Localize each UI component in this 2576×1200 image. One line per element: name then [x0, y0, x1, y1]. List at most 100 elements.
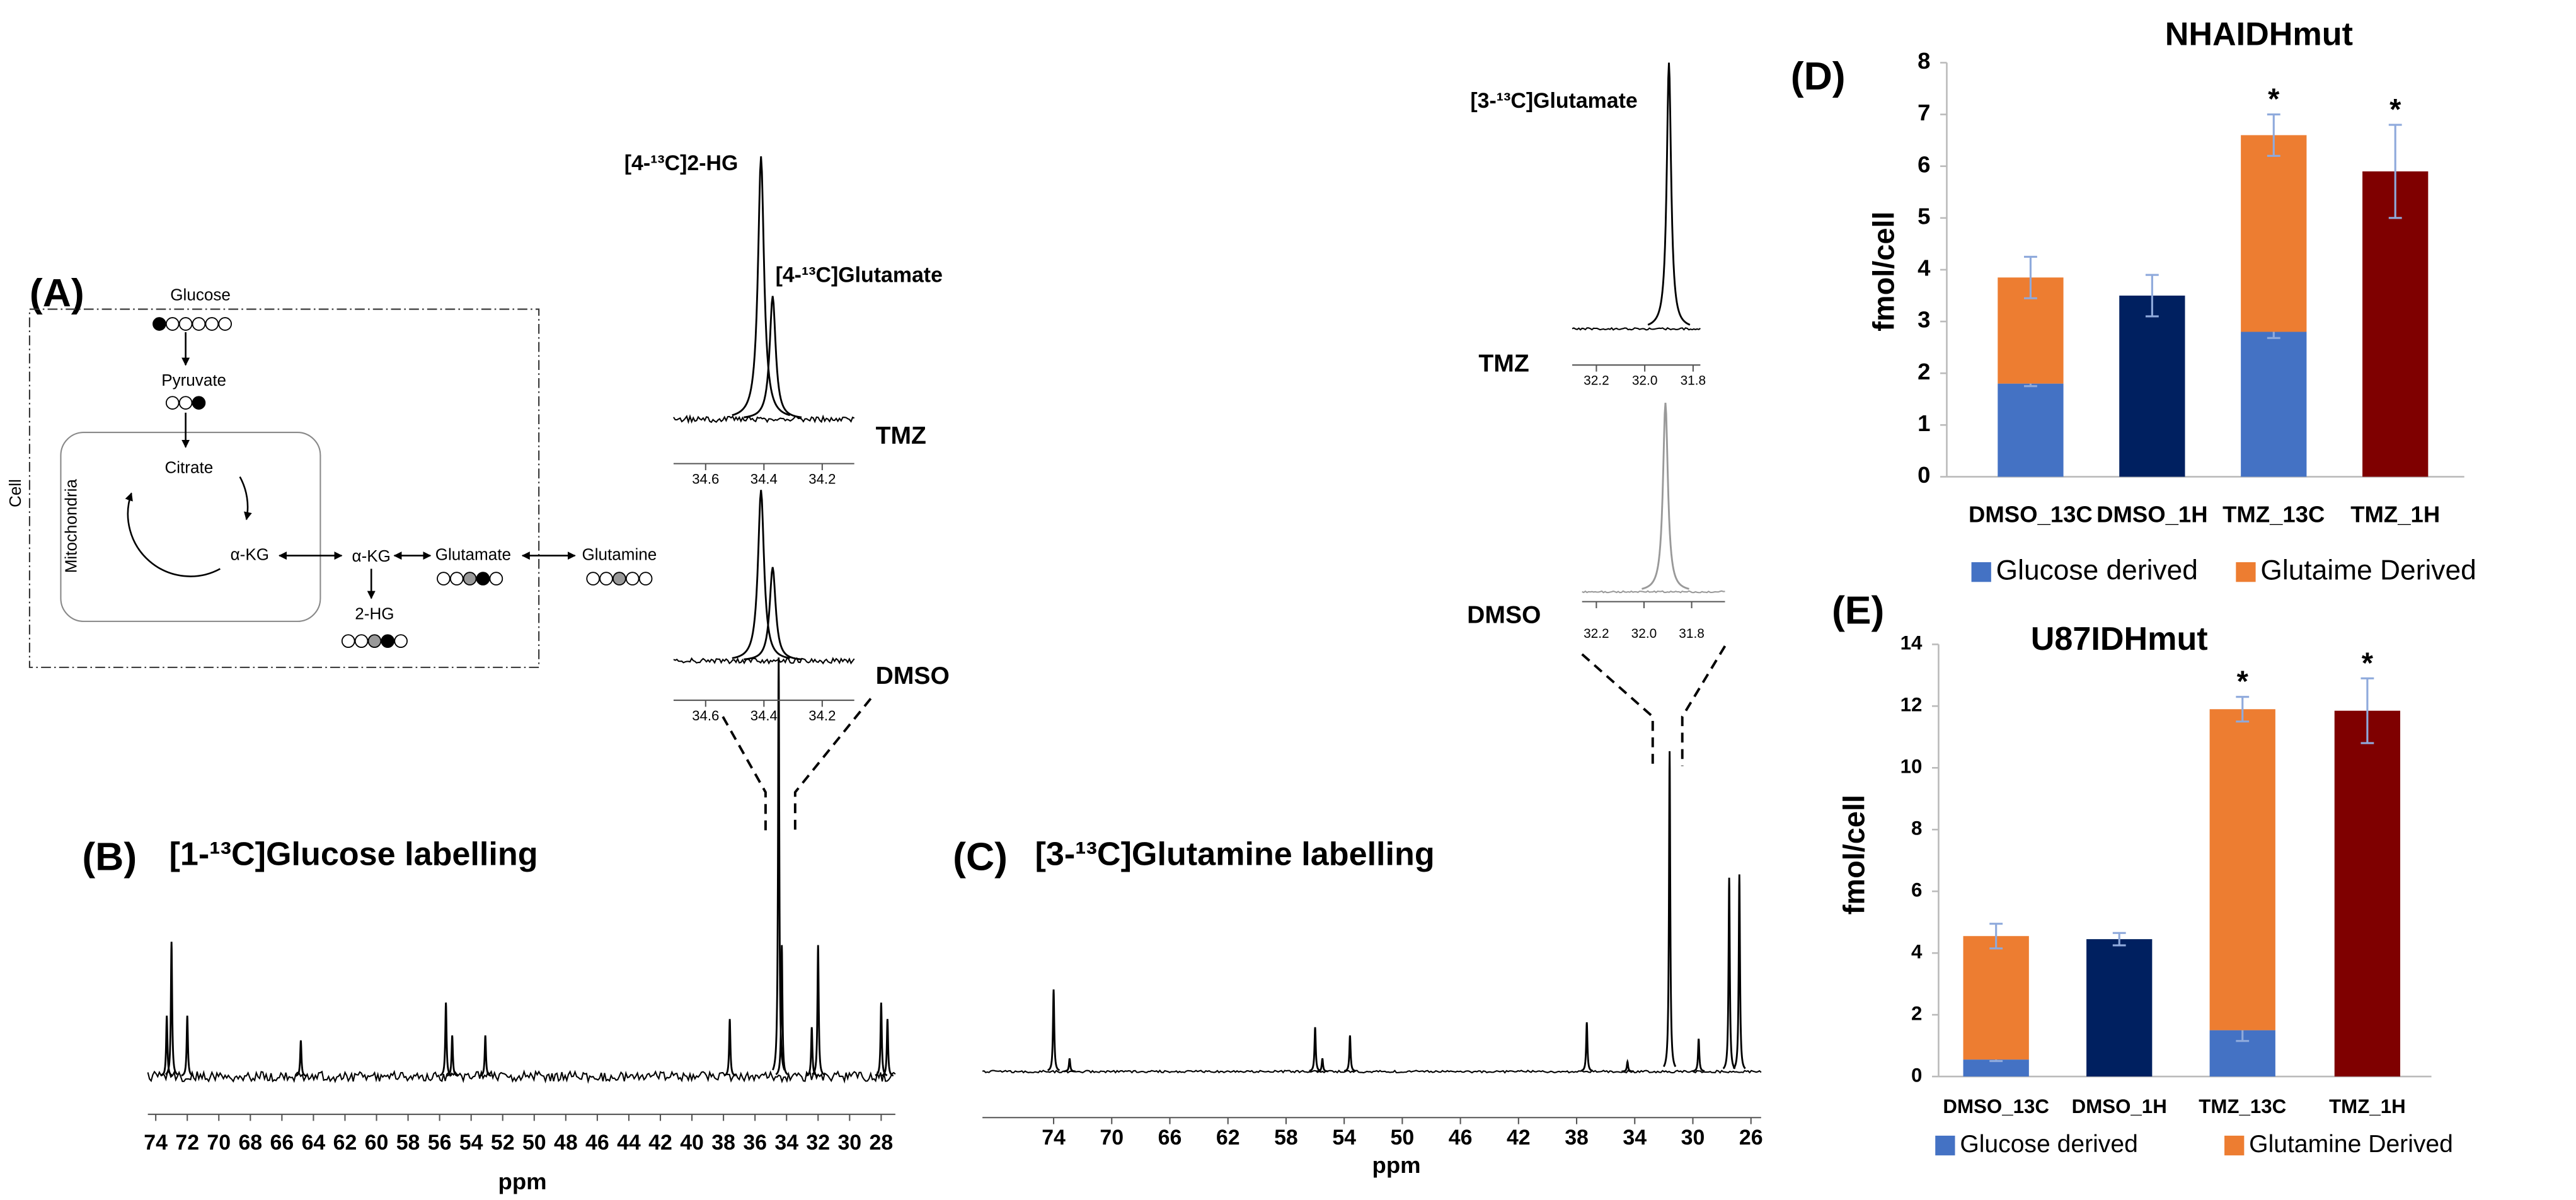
legend-swatch — [2224, 1135, 2245, 1156]
error-bar — [2267, 113, 2280, 157]
x-tick-label: 62 — [1216, 1126, 1240, 1150]
node-label: Glutamate — [435, 545, 511, 563]
x-tick-label: 36 — [743, 1131, 767, 1155]
x-tick-label: 38 — [1565, 1126, 1589, 1150]
error-bar — [2388, 124, 2402, 219]
x-tick-label: 32.2 — [1584, 626, 1609, 641]
spectrum-peak — [723, 1018, 736, 1077]
condition-label: DMSO — [1467, 601, 1541, 628]
spectrum-peak — [732, 156, 790, 417]
spectrum-peak — [446, 1035, 459, 1077]
bar-segment — [2241, 332, 2307, 477]
x-tick-label: 58 — [396, 1131, 420, 1155]
panel-label: (A) — [30, 271, 84, 315]
cell-boundary — [28, 308, 540, 668]
x-tick-label: 38 — [711, 1131, 735, 1155]
y-tick-label: 4 — [1918, 255, 1931, 281]
y-tick-label: 5 — [1918, 203, 1930, 229]
spectrum-peak — [1621, 1058, 1634, 1073]
baseline-noise — [673, 657, 855, 665]
spectrum-peak — [1732, 874, 1746, 1070]
x-tick-label: DMSO_1H — [2072, 1095, 2167, 1117]
x-tick-label: TMZ_1H — [2350, 502, 2440, 528]
x-axis-label: ppm — [498, 1168, 547, 1194]
spectrum-peak — [875, 1002, 888, 1076]
x-tick-label: 34.4 — [750, 708, 778, 724]
spectrum-peak — [1580, 1022, 1593, 1072]
x-tick-label: TMZ_13C — [2199, 1095, 2286, 1117]
pathway-diagram: (A) Cell Mitochondria Glucose Pyruvate C… — [6, 271, 657, 668]
x-tick-label: 60 — [365, 1131, 389, 1155]
x-tick-label: TMZ_13C — [2222, 502, 2325, 528]
y-tick-label: 14 — [1900, 632, 1923, 654]
mitochondria-label: Mitochondria — [62, 479, 81, 574]
spectrum-peak — [775, 945, 788, 1076]
node-label: 2-HG — [355, 604, 394, 623]
x-tick-label: DMSO_13C — [1943, 1095, 2049, 1117]
bar-segment — [1963, 936, 2029, 1060]
spectrum-peak — [294, 1040, 308, 1077]
panel-title: [3-¹³C]Glutamine labelling — [1035, 836, 1435, 872]
node-label: α-KG — [352, 546, 391, 565]
legend-label: Glutamine Derived — [2249, 1131, 2453, 1158]
x-tick-label: 34 — [774, 1131, 798, 1155]
condition-label: DMSO — [876, 662, 950, 689]
cycle-arrow — [125, 492, 221, 577]
legend-swatch — [1971, 562, 1991, 582]
carbon-circles — [152, 317, 653, 648]
spectrum-peak — [164, 942, 178, 1075]
panel-label: (C) — [953, 834, 1008, 879]
condition-label: TMZ — [876, 422, 926, 449]
y-tick-label: 6 — [1918, 151, 1930, 177]
x-axis-label: ppm — [1372, 1152, 1421, 1178]
chart-title: NHAIDHmut — [2165, 16, 2353, 53]
x-tick-label: 62 — [333, 1131, 357, 1155]
x-tick-label: 32.0 — [1631, 626, 1657, 641]
x-tick-label: 70 — [1100, 1126, 1124, 1150]
bar-segment — [2209, 709, 2275, 1030]
spectrum-peak — [881, 1018, 894, 1077]
spectrum-peak — [479, 1035, 492, 1077]
zoom-guides — [722, 645, 1727, 835]
y-tick-label: 3 — [1918, 307, 1930, 333]
spectrum-peak — [1047, 989, 1061, 1071]
spectrum-peak — [1642, 403, 1689, 590]
spectrum-peak — [805, 1027, 819, 1077]
baseline-noise — [982, 1069, 1762, 1074]
error-bar — [2024, 255, 2037, 299]
node-label: α-KG — [231, 545, 269, 563]
spectrum-peak — [1722, 877, 1736, 1070]
legend-label: Glutaime Derived — [2260, 555, 2476, 586]
x-tick-label: 46 — [585, 1131, 609, 1155]
x-tick-label: 74 — [1042, 1126, 1066, 1150]
x-tick-label: 42 — [1507, 1126, 1531, 1150]
spectrum-peak — [1316, 1058, 1329, 1073]
node-label: Glutamine — [582, 545, 657, 563]
peak-label: [4-¹³C]Glutamate — [776, 263, 943, 287]
bar-segment — [1963, 1059, 2029, 1077]
x-tick-label: 66 — [1158, 1126, 1182, 1150]
bar-segment — [2119, 296, 2185, 477]
peak-label: [3-¹³C]Glutamate — [1470, 89, 1637, 113]
y-tick-label: 7 — [1918, 100, 1930, 125]
x-tick-label: 58 — [1274, 1126, 1298, 1150]
bar-segment — [1998, 383, 2064, 477]
y-tick-label: 10 — [1900, 756, 1923, 778]
cycle-arrow — [239, 476, 252, 521]
x-tick-label: 32 — [806, 1131, 830, 1155]
spectrum-peak — [1343, 1035, 1357, 1072]
x-tick-label: 56 — [428, 1131, 452, 1155]
mitochondria-boundary — [60, 432, 321, 622]
x-tick-label: 34.2 — [808, 471, 836, 487]
panel-label: (D) — [1791, 54, 1846, 98]
y-tick-label: 4 — [1911, 940, 1923, 962]
baseline-noise — [673, 414, 855, 424]
spectrum-peak — [732, 490, 790, 659]
x-tick-label: 72 — [175, 1131, 199, 1155]
legend-swatch — [2236, 562, 2256, 582]
baseline-noise — [1572, 326, 1701, 331]
bar-segment — [2241, 135, 2307, 332]
x-tick-label: 34.4 — [750, 471, 778, 487]
chart-title: U87IDHmut — [2031, 621, 2208, 657]
x-tick-label: 74 — [144, 1131, 168, 1155]
